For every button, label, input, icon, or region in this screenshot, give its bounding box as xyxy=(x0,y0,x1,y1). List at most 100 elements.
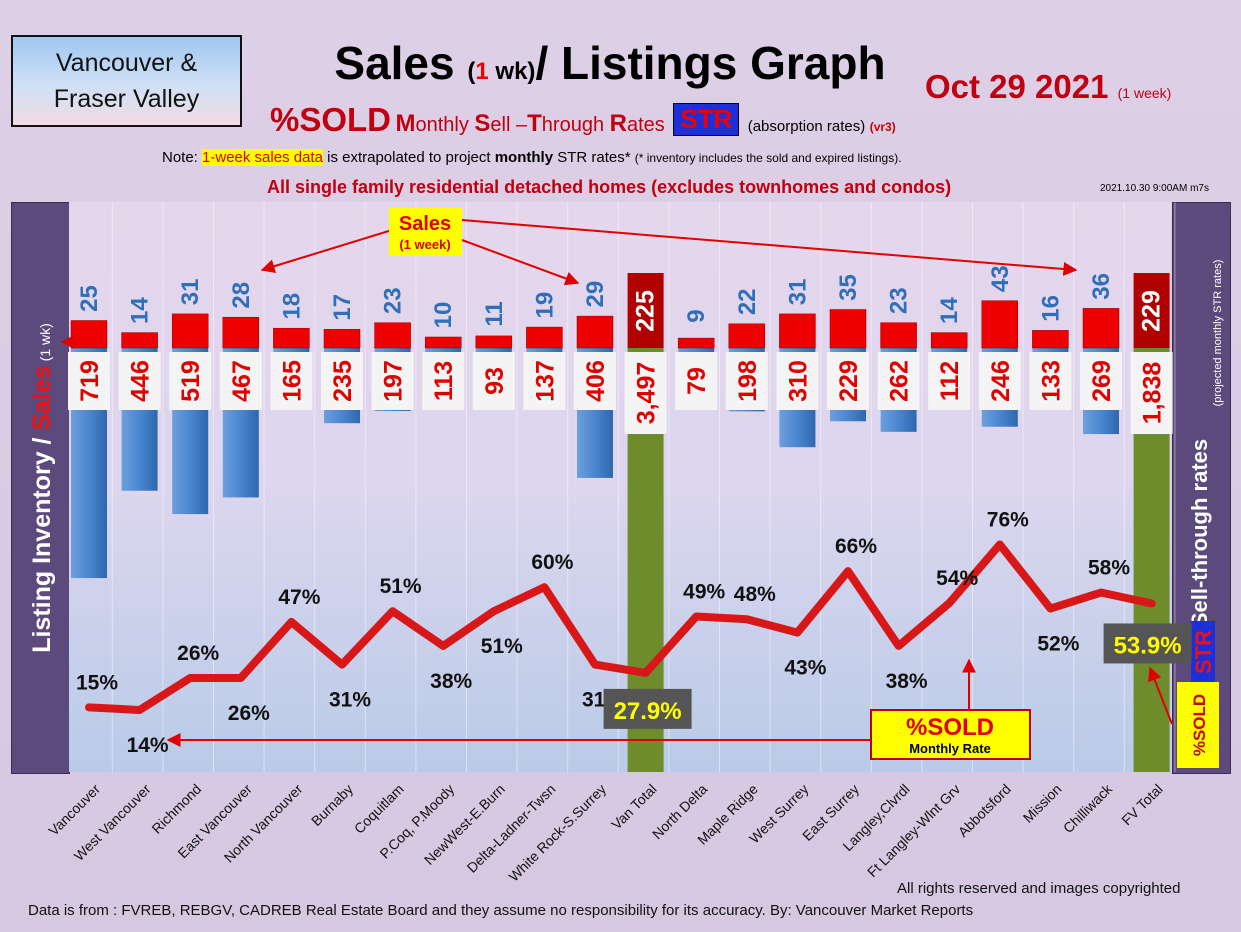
sales-label: 16 xyxy=(1037,295,1064,322)
left-inventory: Listing Inventory xyxy=(28,444,56,652)
inventory-label-box xyxy=(68,352,110,410)
chart-title: Sales (1 wk)/ Listings Graph xyxy=(300,36,920,90)
sales-bar xyxy=(627,273,664,348)
sub-m: M xyxy=(395,110,416,137)
sold-label: 31% xyxy=(329,689,371,712)
inventory-label-box xyxy=(725,352,768,410)
sales-bar xyxy=(323,329,361,349)
sold-total-box xyxy=(1103,623,1192,664)
inventory-label-box xyxy=(118,352,161,410)
inventory-label-box xyxy=(827,352,869,410)
sales-label: 28 xyxy=(228,282,255,309)
inventory-label-box xyxy=(270,352,313,410)
inventory-label-box xyxy=(978,352,1021,410)
footer-rights: All rights reserved and images copyright… xyxy=(897,880,1181,897)
inventory-label-box xyxy=(776,352,819,410)
timestamp: 2021.10.30 9:00AM m7s xyxy=(1100,183,1209,194)
right-axis-label: Sell-through rates (projected monthly ST… xyxy=(1187,260,1224,683)
region-box: Vancouver & Fraser Valley xyxy=(11,35,242,127)
sub-s: S xyxy=(474,110,491,137)
sales-label: 14 xyxy=(127,297,154,324)
sold-labels: 15%14%26%26%47%31%51%38%51%60%31%27.9%49… xyxy=(76,508,1192,757)
sales-bar xyxy=(273,327,310,349)
sold-label: 53.9% xyxy=(1114,632,1182,659)
inventory-label-box xyxy=(1029,352,1072,410)
inventory-label: 446 xyxy=(127,360,155,402)
sub-t: T xyxy=(527,110,542,137)
inventory-label-box xyxy=(1130,352,1173,434)
sold-label: 14% xyxy=(127,734,169,757)
left-slash: / xyxy=(28,437,56,444)
sales-bar xyxy=(1082,308,1120,349)
sold-label: 43% xyxy=(784,657,826,680)
sales-label: 23 xyxy=(886,287,913,314)
sales-callout-sub: (1 week) xyxy=(399,237,450,252)
sub-onthly: onthly xyxy=(415,114,475,136)
sold-callout-text: %SOLD xyxy=(906,714,994,741)
sub-hrough: hrough xyxy=(541,114,610,136)
sold-label: 26% xyxy=(177,642,219,665)
note-bold: monthly xyxy=(494,149,554,166)
sales-callout-box xyxy=(389,208,462,256)
date-text: Oct 29 2021 xyxy=(925,68,1109,105)
title-wk: wk) xyxy=(488,58,536,85)
sales-label: 23 xyxy=(380,287,407,314)
sales-label: 36 xyxy=(1088,273,1115,300)
inventory-label-box xyxy=(675,352,718,410)
absorption-label: (absorption rates) xyxy=(747,118,866,135)
sales-bar xyxy=(880,322,917,349)
sales-label: 29 xyxy=(582,281,609,308)
sold-total-box xyxy=(603,688,692,729)
sold-callout-sub: Monthly Rate xyxy=(909,741,991,756)
sales-bar xyxy=(576,315,614,349)
inventory-label-box xyxy=(422,352,465,410)
inventory-label-box xyxy=(574,352,616,410)
inventory-label: 406 xyxy=(582,360,610,402)
left-wk: (1 wk) xyxy=(37,323,53,365)
sales-bar xyxy=(475,335,513,349)
region-line-2: Fraser Valley xyxy=(53,85,200,113)
inventory-label: 467 xyxy=(228,360,256,402)
right-projected-text: (projected monthly STR rates) xyxy=(1212,260,1224,407)
inventory-label: 113 xyxy=(430,361,458,401)
inventory-labels: 719 446 519 467 165 235 197 113 93 137 406 3,497 79 1… xyxy=(68,352,1173,434)
sold-label: 51% xyxy=(380,575,422,598)
sales-callout-text: Sales xyxy=(399,213,451,235)
inventory-label-box xyxy=(624,352,667,434)
sales-bar xyxy=(981,300,1019,349)
inventory-label: 246 xyxy=(987,360,1015,402)
note-small: (* inventory includes the sold and expir… xyxy=(634,151,902,165)
right-sold-pill: %SOLD xyxy=(1177,682,1219,768)
left-sales: Sales xyxy=(28,365,56,437)
sold-label: 76% xyxy=(987,508,1029,531)
inventory-label-box xyxy=(928,352,971,410)
left-axis-label: Listing Inventory / Sales (1 wk) xyxy=(28,323,56,653)
sales-bar xyxy=(171,313,209,349)
sales-label: 43 xyxy=(987,265,1014,292)
sales-label: 31 xyxy=(784,279,811,306)
category-label: Ft Langley-Wlnt Grv xyxy=(864,781,963,880)
sales-bar xyxy=(70,320,108,349)
sales-label: 225 xyxy=(632,290,660,332)
right-sold-text: %SOLD xyxy=(1190,694,1209,756)
region-line-1: Vancouver & xyxy=(55,49,198,77)
inventory-label-box xyxy=(371,352,414,410)
sales-label: 18 xyxy=(278,293,305,320)
report-date: Oct 29 2021 (1 week) xyxy=(925,68,1171,106)
sold-label: 51% xyxy=(481,635,523,658)
note-suffix: STR rates* xyxy=(553,149,631,166)
chart-subtitle: %SOLD Monthly Sell –Through Rates STR (a… xyxy=(270,101,896,139)
category-label: Van Total xyxy=(608,781,660,833)
note-mid: is extrapolated to project xyxy=(322,149,495,166)
inventory-label: 1,838 xyxy=(1139,362,1167,425)
sales-label: 25 xyxy=(76,285,103,312)
sold-label: 60% xyxy=(531,551,573,574)
inventory-label: 3,497 xyxy=(633,362,661,425)
category-label: White Rock-S.Surrey xyxy=(505,781,609,885)
note-prefix: Note: xyxy=(162,149,203,166)
inventory-label: 235 xyxy=(329,360,357,402)
sales-bar xyxy=(829,309,867,349)
sold-label: 47% xyxy=(278,586,320,609)
